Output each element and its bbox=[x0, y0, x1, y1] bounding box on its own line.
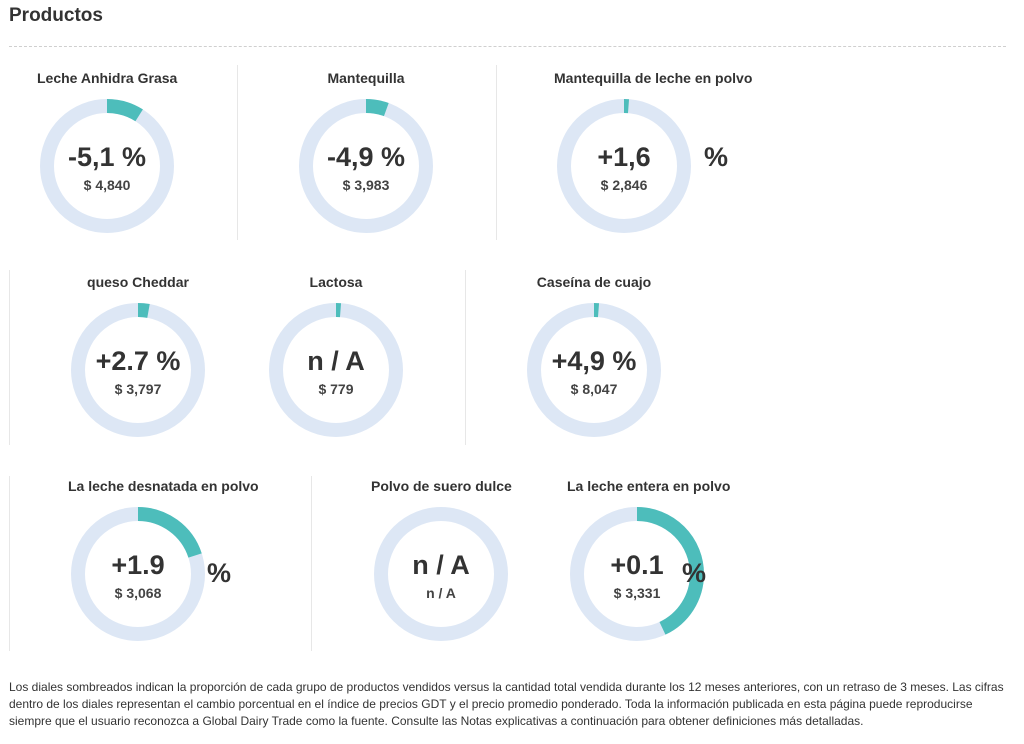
dial-title: Caseína de cuajo bbox=[536, 274, 652, 290]
dial-ring bbox=[557, 99, 691, 233]
dial-share-arc bbox=[71, 507, 205, 641]
dial-ring bbox=[374, 507, 508, 641]
column-divider bbox=[496, 65, 497, 240]
column-divider bbox=[9, 476, 10, 651]
dial-price: $ 3,797 bbox=[114, 381, 162, 397]
dial-title: La leche entera en polvo bbox=[567, 478, 731, 494]
dial-share-arc bbox=[527, 303, 661, 437]
dial-share-arc bbox=[71, 303, 205, 437]
dial-track bbox=[374, 507, 508, 641]
dial-change: +2.7 % bbox=[95, 346, 181, 376]
dial-price: $ 779 bbox=[318, 381, 354, 397]
dial-change: +4,9 % bbox=[551, 346, 637, 376]
dial-price: $ 3,983 bbox=[342, 177, 390, 193]
dial-change: -4,9 % bbox=[326, 142, 406, 172]
dial-price: $ 3,068 bbox=[114, 585, 162, 601]
dial-price: $ 4,840 bbox=[83, 177, 131, 193]
product-dial-skim-milk-powder: La leche desnatada en polvo +1.9 $ 3,068… bbox=[68, 478, 259, 653]
dial-price: $ 3,331 bbox=[613, 585, 661, 601]
product-dial-butter: Mantequilla -4,9 % $ 3,983 bbox=[296, 70, 436, 245]
dial-ring bbox=[40, 99, 174, 233]
page-title: Productos bbox=[9, 5, 103, 26]
column-divider bbox=[311, 476, 312, 651]
dial-percent-sign: % bbox=[207, 558, 232, 588]
dial-share-arc bbox=[570, 507, 704, 641]
dial-title: Lactosa bbox=[309, 274, 363, 290]
dial-ring bbox=[71, 507, 205, 641]
dial-percent-sign: % bbox=[704, 142, 729, 172]
dial-share-arc bbox=[269, 303, 403, 437]
product-dial-cheddar: queso Cheddar +2.7 % $ 3,797 bbox=[68, 274, 208, 449]
dial-ring bbox=[269, 303, 403, 437]
dial-title: La leche desnatada en polvo bbox=[68, 478, 259, 494]
column-divider bbox=[465, 270, 466, 445]
dial-change: n / A bbox=[307, 346, 365, 376]
column-divider bbox=[9, 270, 10, 445]
dial-percent-sign: % bbox=[682, 558, 707, 588]
column-divider bbox=[237, 65, 238, 240]
product-dial-lactose: Lactosa n / A $ 779 bbox=[266, 274, 406, 449]
footnote-text: Los diales sombreados indican la proporc… bbox=[9, 680, 1004, 728]
dial-price: $ 8,047 bbox=[570, 381, 618, 397]
dial-price: $ 2,846 bbox=[600, 177, 648, 193]
dial-price: n / A bbox=[426, 585, 456, 601]
dial-ring bbox=[570, 507, 704, 641]
dial-ring bbox=[527, 303, 661, 437]
dial-title: Polvo de suero dulce bbox=[371, 478, 512, 494]
product-dial-sweet-whey-powder: Polvo de suero dulce n / A n / A bbox=[371, 478, 512, 653]
title-divider bbox=[9, 46, 1006, 47]
dial-change: +1,6 bbox=[597, 142, 651, 172]
dial-title: Leche Anhidra Grasa bbox=[37, 70, 178, 86]
dial-share-arc bbox=[557, 99, 691, 233]
dial-title: queso Cheddar bbox=[87, 274, 189, 290]
dial-change: -5,1 % bbox=[67, 142, 147, 172]
product-dial-whole-milk-powder: La leche entera en polvo +0.1 $ 3,331 % bbox=[567, 478, 731, 653]
dial-change: +0.1 bbox=[610, 550, 664, 580]
product-dial-rennet-casein: Caseína de cuajo +4,9 % $ 8,047 bbox=[524, 274, 664, 449]
dial-ring bbox=[299, 99, 433, 233]
dial-share-arc bbox=[40, 99, 174, 233]
product-dial-anhydrous-milk-fat: Leche Anhidra Grasa -5,1 % $ 4,840 bbox=[37, 70, 177, 245]
dial-title: Mantequilla bbox=[327, 70, 405, 86]
dial-ring bbox=[71, 303, 205, 437]
product-dial-buttermilk-powder: Mantequilla de leche en polvo +1,6 $ 2,8… bbox=[554, 70, 753, 245]
dial-change: +1.9 bbox=[111, 550, 165, 580]
dial-title: Mantequilla de leche en polvo bbox=[554, 70, 753, 86]
dial-change: n / A bbox=[412, 550, 470, 580]
dial-share-arc bbox=[299, 99, 433, 233]
